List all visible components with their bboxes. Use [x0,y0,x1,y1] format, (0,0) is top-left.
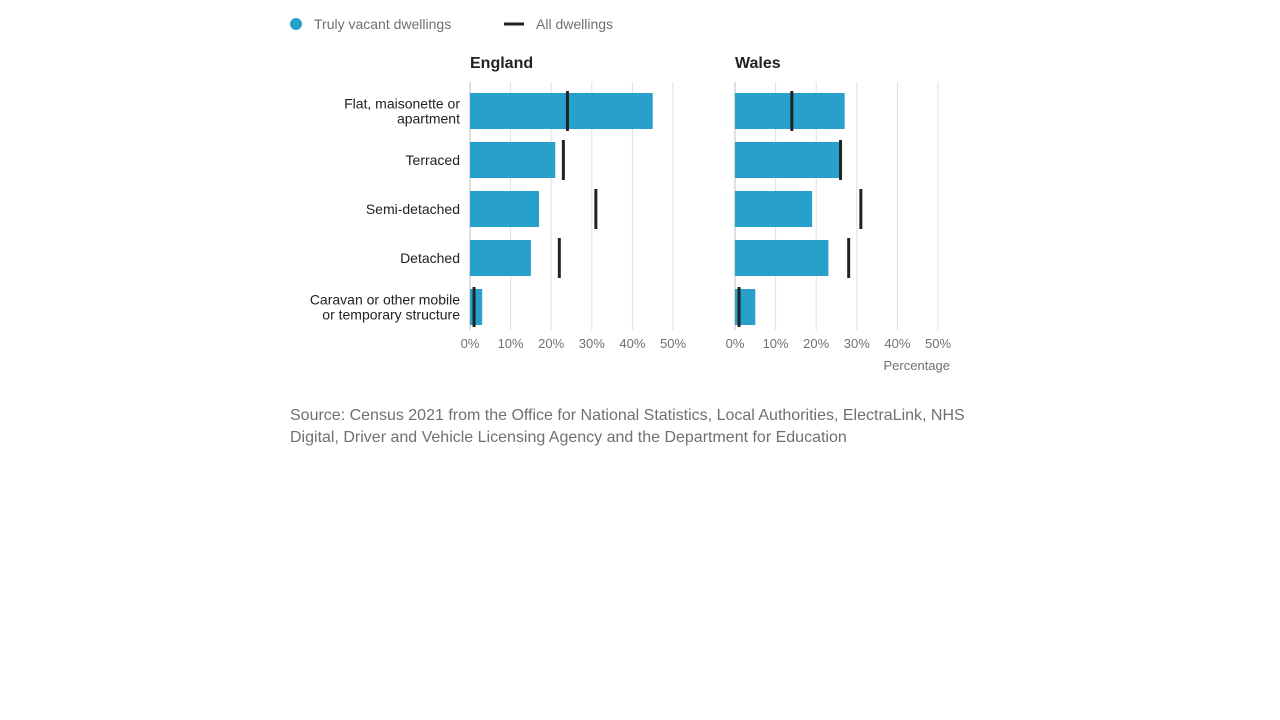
bar-truly-vacant [470,240,531,276]
bar-truly-vacant [470,142,556,178]
bar-truly-vacant [735,191,813,227]
category-label: Caravan or other mobile [310,292,460,308]
category-label: Detached [400,250,460,266]
source-note: Source: Census 2021 from the Office for … [290,407,965,446]
x-tick-label: 50% [925,336,951,351]
category-label: Terraced [406,152,460,168]
panel-wales: Wales 0% 10% 20% 30% 40% 50% [726,55,952,351]
chart-panels: England 0% 10% 20% 30% 40% 50% Wales 0% 10% 20% 30%… [310,55,952,351]
bar-truly-vacant [735,240,829,276]
panel-title: Wales [735,55,781,72]
panel-england: England 0% 10% 20% 30% 40% 50% [461,55,687,351]
category-label: apartment [397,111,460,127]
category-label: Semi-detached [366,201,460,217]
legend-label: Truly vacant dwellings [314,16,451,32]
legend-swatch-all-dwellings [504,22,524,26]
panel-title: England [470,55,533,72]
bar-truly-vacant [735,142,841,178]
x-tick-label: 20% [538,336,564,351]
legend-swatch-truly-vacant [290,18,302,30]
x-tick-label: 10% [763,336,789,351]
x-tick-label: 30% [579,336,605,351]
x-tick-label: 0% [726,336,745,351]
legend: Truly vacant dwellings All dwellings [290,16,613,32]
category-label: or temporary structure [322,307,460,323]
chart: Truly vacant dwellings All dwellings Engl… [290,16,952,373]
bar-truly-vacant [470,93,653,129]
x-tick-label: 10% [498,336,524,351]
x-tick-label: 30% [844,336,870,351]
legend-label: All dwellings [536,16,613,32]
x-tick-label: 0% [461,336,480,351]
x-tick-label: 50% [660,336,686,351]
x-tick-label: 40% [884,336,910,351]
bar-truly-vacant [470,289,483,325]
x-axis-title: Percentage [884,358,951,373]
bar-truly-vacant [735,93,845,129]
x-tick-label: 20% [803,336,829,351]
bar-truly-vacant [470,191,540,227]
x-tick-label: 40% [619,336,645,351]
category-label: Flat, maisonette or [344,96,460,112]
